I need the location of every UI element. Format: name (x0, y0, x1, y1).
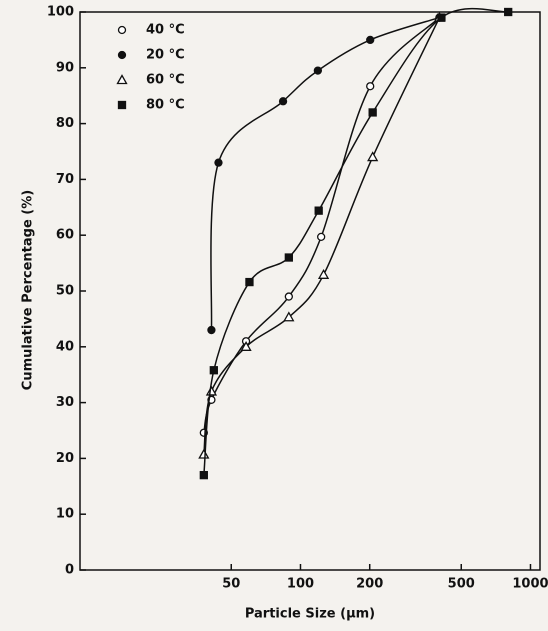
marker (366, 82, 375, 91)
series-line (210, 16, 440, 331)
marker (504, 7, 513, 17)
x-tick-label: 500 (448, 577, 475, 592)
y-tick-label: 80 (56, 116, 74, 131)
marker (209, 366, 218, 375)
y-tick-label: 10 (56, 507, 74, 522)
marker (367, 151, 379, 162)
y-tick-label: 100 (47, 5, 74, 20)
marker (314, 206, 323, 215)
x-tick-label: 100 (287, 577, 314, 592)
marker (317, 268, 330, 279)
series-line (203, 17, 440, 433)
marker (284, 292, 293, 301)
x-tick-label: 1000 (512, 577, 548, 592)
legend-marker (116, 74, 128, 85)
marker (313, 66, 323, 75)
y-tick-label: 90 (56, 60, 74, 75)
legend-label: 20 °C (146, 48, 185, 63)
marker (205, 385, 218, 396)
plot-frame (79, 11, 541, 571)
y-axis-label: Cumulative Percentage (%) (21, 190, 36, 390)
marker (284, 253, 293, 262)
x-axis-label: Particle Size (μm) (245, 607, 375, 622)
marker (199, 470, 208, 480)
y-tick-label: 20 (56, 451, 74, 466)
marker (368, 108, 377, 117)
y-tick-label: 30 (56, 395, 74, 410)
marker (214, 158, 223, 167)
marker (198, 448, 210, 459)
marker (245, 277, 254, 287)
x-tick-label: 200 (356, 577, 383, 592)
y-tick-label: 60 (56, 228, 74, 243)
y-tick-label: 50 (56, 284, 74, 299)
legend-marker (117, 25, 127, 35)
y-tick-label: 40 (56, 339, 74, 354)
legend-marker (117, 50, 127, 60)
marker (207, 325, 216, 335)
legend-label: 40 °C (146, 23, 185, 38)
y-tick-label: 70 (56, 172, 74, 187)
x-tick-label: 50 (222, 577, 240, 592)
marker (283, 311, 295, 322)
series-line (203, 7, 509, 476)
marker (437, 13, 446, 22)
y-tick-label: 0 (65, 563, 74, 578)
marker (278, 97, 288, 106)
marker (240, 340, 252, 351)
legend-marker (117, 100, 127, 110)
legend-label: 60 °C (146, 73, 185, 88)
legend-label: 80 °C (146, 98, 185, 113)
marker (317, 232, 326, 242)
marker (366, 35, 375, 45)
